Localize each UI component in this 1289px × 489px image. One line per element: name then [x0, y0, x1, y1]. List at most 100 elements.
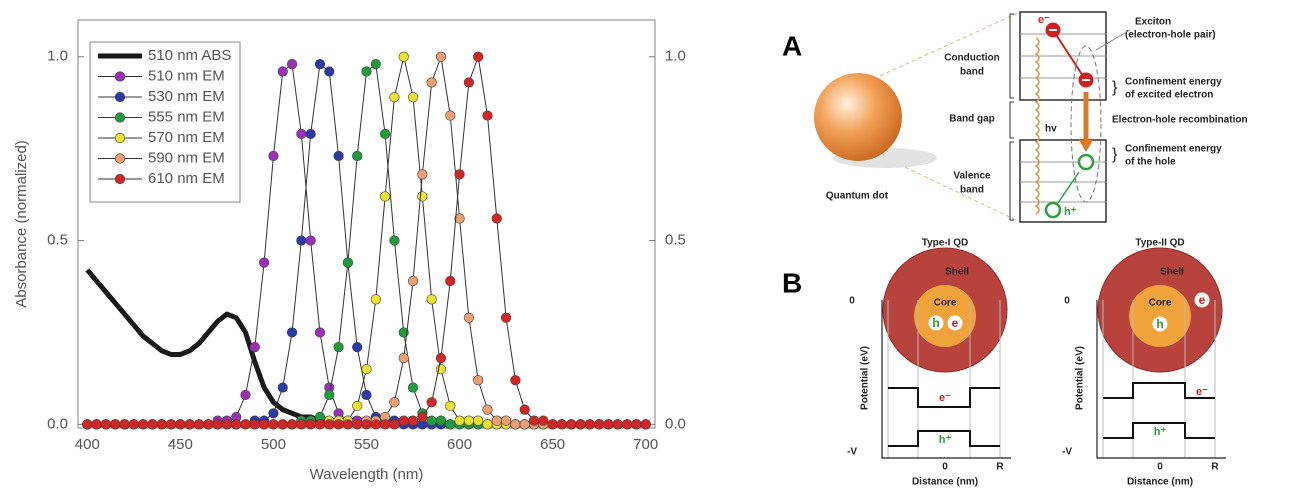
- legend-marker: [114, 91, 126, 103]
- y2-tick-label: 1.0: [665, 48, 686, 65]
- legend-marker: [114, 71, 126, 82]
- data-point: [240, 389, 251, 401]
- data-point: [491, 415, 502, 426]
- data-point: [407, 415, 419, 426]
- legend-box: [89, 41, 241, 203]
- data-point: [156, 419, 167, 430]
- y-label: Potential (eV): [860, 346, 871, 410]
- data-point: [398, 353, 409, 364]
- legend-label: 510 nm EM: [148, 67, 225, 84]
- y-tick-label: 0.5: [47, 232, 68, 249]
- data-point: [286, 59, 298, 70]
- data-point: [110, 419, 121, 430]
- data-point: [268, 419, 279, 430]
- data-point: [352, 342, 363, 353]
- hole: [1077, 153, 1095, 171]
- x-label: Distance (nm): [912, 477, 978, 488]
- annotation: (electron-hole pair): [1125, 30, 1216, 41]
- data-point: [184, 419, 195, 430]
- electron: [947, 315, 963, 331]
- data-point: [445, 275, 456, 287]
- band-label: band: [960, 185, 984, 196]
- band-label: Conduction: [944, 53, 1000, 64]
- y-tick-label: 0.0: [47, 415, 68, 432]
- legend-label: 570 nm EM: [148, 129, 225, 146]
- data-point: [389, 92, 400, 103]
- data-point: [612, 419, 623, 430]
- data-point: [296, 235, 307, 246]
- data-point: [575, 419, 586, 430]
- data-point: [138, 419, 149, 430]
- hole: [1044, 201, 1062, 219]
- data-point: [482, 110, 493, 121]
- data-point: [491, 213, 502, 224]
- qd-title: Type-I QD: [922, 238, 968, 249]
- data-point: [473, 51, 484, 62]
- y-tick-label: 1.0: [47, 48, 68, 65]
- shell-label: Shell: [1160, 267, 1184, 278]
- data-point: [389, 397, 400, 408]
- hole-label: h: [1156, 317, 1163, 331]
- x-tick-label: 650: [540, 436, 565, 453]
- data-point: [361, 419, 372, 430]
- data-point: [538, 415, 549, 426]
- data-point: [82, 419, 93, 430]
- annotation: Electron-hole recombination: [1112, 115, 1248, 126]
- data-point: [91, 419, 102, 430]
- data-point: [277, 382, 288, 393]
- data-point: [352, 150, 363, 162]
- data-point: [165, 419, 177, 430]
- data-point: [463, 415, 474, 426]
- y-axis-label: Absorbance (normalized): [13, 140, 30, 308]
- data-point: [305, 128, 316, 140]
- data-point: [454, 169, 465, 180]
- legend-label: 510 nm ABS: [148, 47, 231, 64]
- x-r: R: [996, 462, 1004, 473]
- core-label: Core: [934, 298, 957, 309]
- data-point: [473, 415, 484, 426]
- data-point: [324, 66, 335, 77]
- data-point: [370, 294, 381, 305]
- data-point: [249, 342, 260, 353]
- panel-label: B: [782, 267, 802, 298]
- legend-label: 610 nm EM: [148, 170, 225, 187]
- data-point: [584, 419, 595, 430]
- data-point: [333, 419, 344, 430]
- data-point: [305, 419, 316, 430]
- y2-tick-label: 0.5: [665, 232, 686, 249]
- electron-label: e: [1199, 293, 1206, 307]
- data-point: [221, 419, 233, 430]
- annotation: of excited electron: [1125, 90, 1213, 101]
- data-point: [342, 419, 353, 430]
- data-point: [389, 419, 400, 430]
- data-point: [426, 415, 437, 426]
- photon: [1034, 37, 1040, 215]
- data-point: [398, 51, 409, 62]
- legend-marker: [114, 153, 126, 164]
- arrow-head: [1079, 140, 1093, 152]
- band-label: Valence: [953, 171, 991, 182]
- zoom-line: [879, 11, 1021, 77]
- data-point: [398, 415, 409, 426]
- data-point: [314, 419, 326, 430]
- data-point: [268, 150, 279, 162]
- exciton-ellipse: [1070, 45, 1102, 203]
- hole: [928, 315, 944, 331]
- data-point: [286, 327, 298, 338]
- data-point: [435, 415, 447, 426]
- data-point: [510, 419, 521, 430]
- data-point: [305, 235, 316, 246]
- data-point: [445, 419, 456, 430]
- data-point: [463, 312, 474, 323]
- data-point: [519, 404, 530, 415]
- data-point: [426, 294, 437, 305]
- hole-arrow: [1057, 171, 1080, 204]
- y-top: 0: [849, 296, 855, 307]
- electron: [1194, 292, 1210, 308]
- data-point: [445, 110, 456, 121]
- y-top: 0: [1064, 296, 1070, 307]
- data-point: [296, 419, 307, 430]
- data-point: [426, 77, 437, 88]
- x-tick-label: 500: [261, 436, 286, 453]
